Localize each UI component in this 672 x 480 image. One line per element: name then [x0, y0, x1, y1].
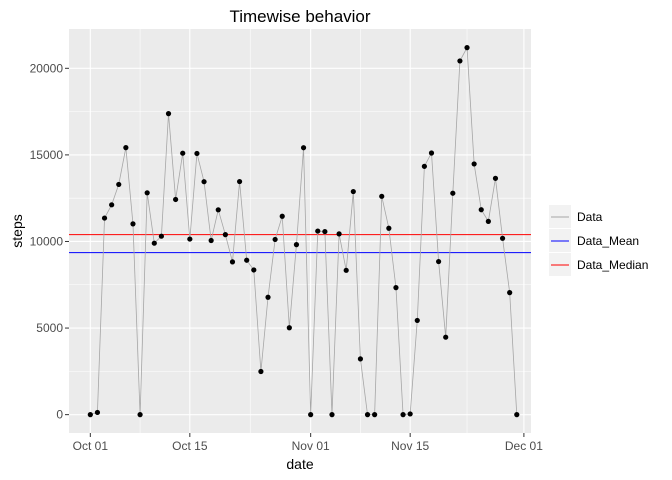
- data-point: [436, 258, 442, 265]
- data-point: [222, 232, 228, 238]
- data-point: [343, 267, 349, 273]
- y-tick-label: 0: [56, 408, 63, 422]
- data-point: [336, 231, 342, 237]
- y-tick-label: 20000: [30, 61, 64, 75]
- data-point: [507, 290, 513, 296]
- data-point: [201, 179, 207, 185]
- x-tick-label: Dec 01: [505, 439, 543, 453]
- legend: Data Data_Mean Data_Median: [549, 205, 648, 276]
- data-point: [116, 181, 122, 188]
- data-point: [158, 233, 164, 239]
- legend-label-data-mean: Data_Mean: [577, 234, 639, 248]
- data-point: [265, 294, 271, 300]
- data-point: [123, 145, 129, 151]
- data-point: [286, 325, 292, 331]
- data-point: [421, 163, 427, 169]
- data-point: [94, 409, 101, 416]
- data-point: [514, 412, 520, 418]
- data-point: [109, 202, 115, 208]
- data-point: [350, 188, 356, 195]
- data-point: [229, 259, 236, 265]
- data-point: [272, 236, 278, 243]
- x-tick-label: Oct 01: [73, 439, 109, 453]
- y-tick-label: 5000: [36, 321, 63, 335]
- y-axis: 0 5000 10000 15000 20000: [30, 61, 69, 422]
- data-point: [471, 161, 477, 167]
- x-tick-label: Nov 01: [292, 439, 330, 453]
- data-point: [300, 145, 307, 151]
- data-point: [329, 412, 335, 418]
- data-point: [87, 412, 93, 418]
- data-point: [492, 175, 499, 181]
- chart-title: Timewise behavior: [229, 7, 370, 26]
- data-point: [144, 190, 150, 196]
- data-point: [357, 356, 364, 362]
- data-point: [379, 193, 385, 199]
- data-point: [208, 237, 214, 244]
- data-point: [485, 218, 491, 224]
- y-axis-label: steps: [9, 214, 25, 247]
- data-point: [194, 150, 200, 157]
- legend-label-data-median: Data_Median: [577, 258, 648, 272]
- data-point: [258, 368, 264, 375]
- major-gridlines: [69, 29, 531, 433]
- data-point: [364, 412, 371, 418]
- data-point: [101, 215, 108, 221]
- data-point: [393, 285, 399, 291]
- x-tick-label: Nov 15: [391, 439, 429, 453]
- data-point: [315, 228, 321, 234]
- data-point: [464, 45, 470, 51]
- data-point: [236, 178, 243, 185]
- y-tick-label: 10000: [30, 234, 64, 248]
- data-point: [386, 225, 392, 231]
- data-point: [322, 228, 328, 235]
- data-point: [443, 334, 449, 340]
- data-point: [180, 150, 186, 156]
- data-point: [165, 111, 172, 117]
- legend-label-data: Data: [577, 210, 603, 224]
- data-point: [400, 412, 406, 418]
- data-point: [450, 190, 456, 196]
- data-point: [137, 412, 143, 418]
- y-tick-label: 15000: [30, 148, 64, 162]
- data-point: [372, 412, 378, 418]
- data-point: [457, 58, 463, 64]
- data-point: [478, 207, 484, 213]
- data-point: [428, 150, 435, 156]
- x-axis: Oct 01 Oct 15 Nov 01 Nov 15 Dec 01: [73, 433, 543, 453]
- data-point: [407, 411, 413, 417]
- data-points: [87, 45, 520, 418]
- x-axis-label: date: [286, 456, 313, 472]
- data-point: [293, 242, 300, 248]
- data-point: [244, 257, 250, 263]
- data-point: [151, 240, 157, 246]
- data-point: [251, 267, 257, 273]
- data-point: [414, 317, 420, 324]
- data-point: [308, 412, 314, 418]
- data-point: [279, 213, 285, 219]
- data-point: [187, 236, 193, 242]
- data-point: [215, 207, 221, 213]
- data-point: [173, 196, 179, 203]
- x-tick-label: Oct 15: [172, 439, 208, 453]
- data-point: [130, 221, 136, 227]
- data-point: [499, 235, 506, 241]
